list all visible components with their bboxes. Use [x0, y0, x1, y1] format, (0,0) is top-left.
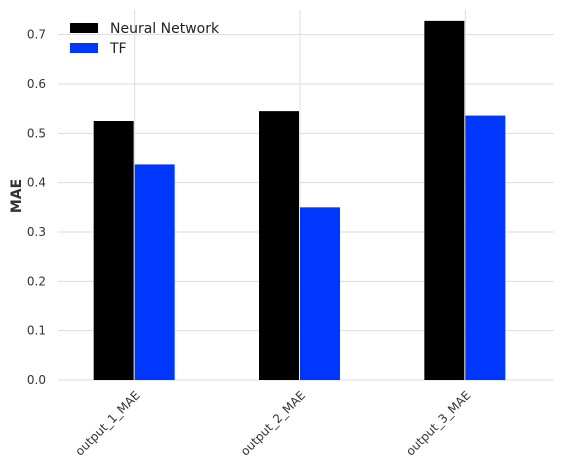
legend: Neural Network TF — [70, 21, 220, 57]
y-tick-label: 0.7 — [27, 28, 46, 42]
legend-label: Neural Network — [110, 21, 220, 37]
bar-tf — [134, 164, 175, 380]
bar-tf — [465, 115, 506, 380]
bar-tf — [300, 207, 340, 380]
y-tick-label: 0.4 — [27, 176, 46, 190]
bar-neural-network — [259, 111, 299, 380]
y-tick-label: 0.3 — [27, 225, 46, 239]
bar-neural-network — [93, 121, 134, 380]
legend-swatch — [70, 43, 98, 53]
bar-neural-network — [424, 20, 465, 380]
x-tick-label: output_2_MAE — [238, 388, 308, 458]
x-tick-label: output_3_MAE — [403, 388, 473, 458]
y-tick-label: 0.5 — [27, 126, 46, 140]
y-tick-label: 0.0 — [27, 373, 46, 387]
y-tick-label: 0.2 — [27, 274, 46, 288]
legend-swatch — [70, 23, 98, 33]
y-tick-label: 0.1 — [27, 324, 46, 338]
y-tick-label: 0.6 — [27, 77, 46, 91]
bars — [93, 20, 506, 380]
y-axis-label: MAE — [9, 179, 25, 213]
legend-label: TF — [109, 41, 127, 57]
y-axis-ticks: 0.0 0.1 0.2 0.3 0.4 0.5 0.6 0.7 — [27, 28, 46, 387]
x-axis-ticks: output_1_MAE output_2_MAE output_3_MAE — [73, 388, 474, 458]
x-tick-label: output_1_MAE — [73, 388, 143, 458]
